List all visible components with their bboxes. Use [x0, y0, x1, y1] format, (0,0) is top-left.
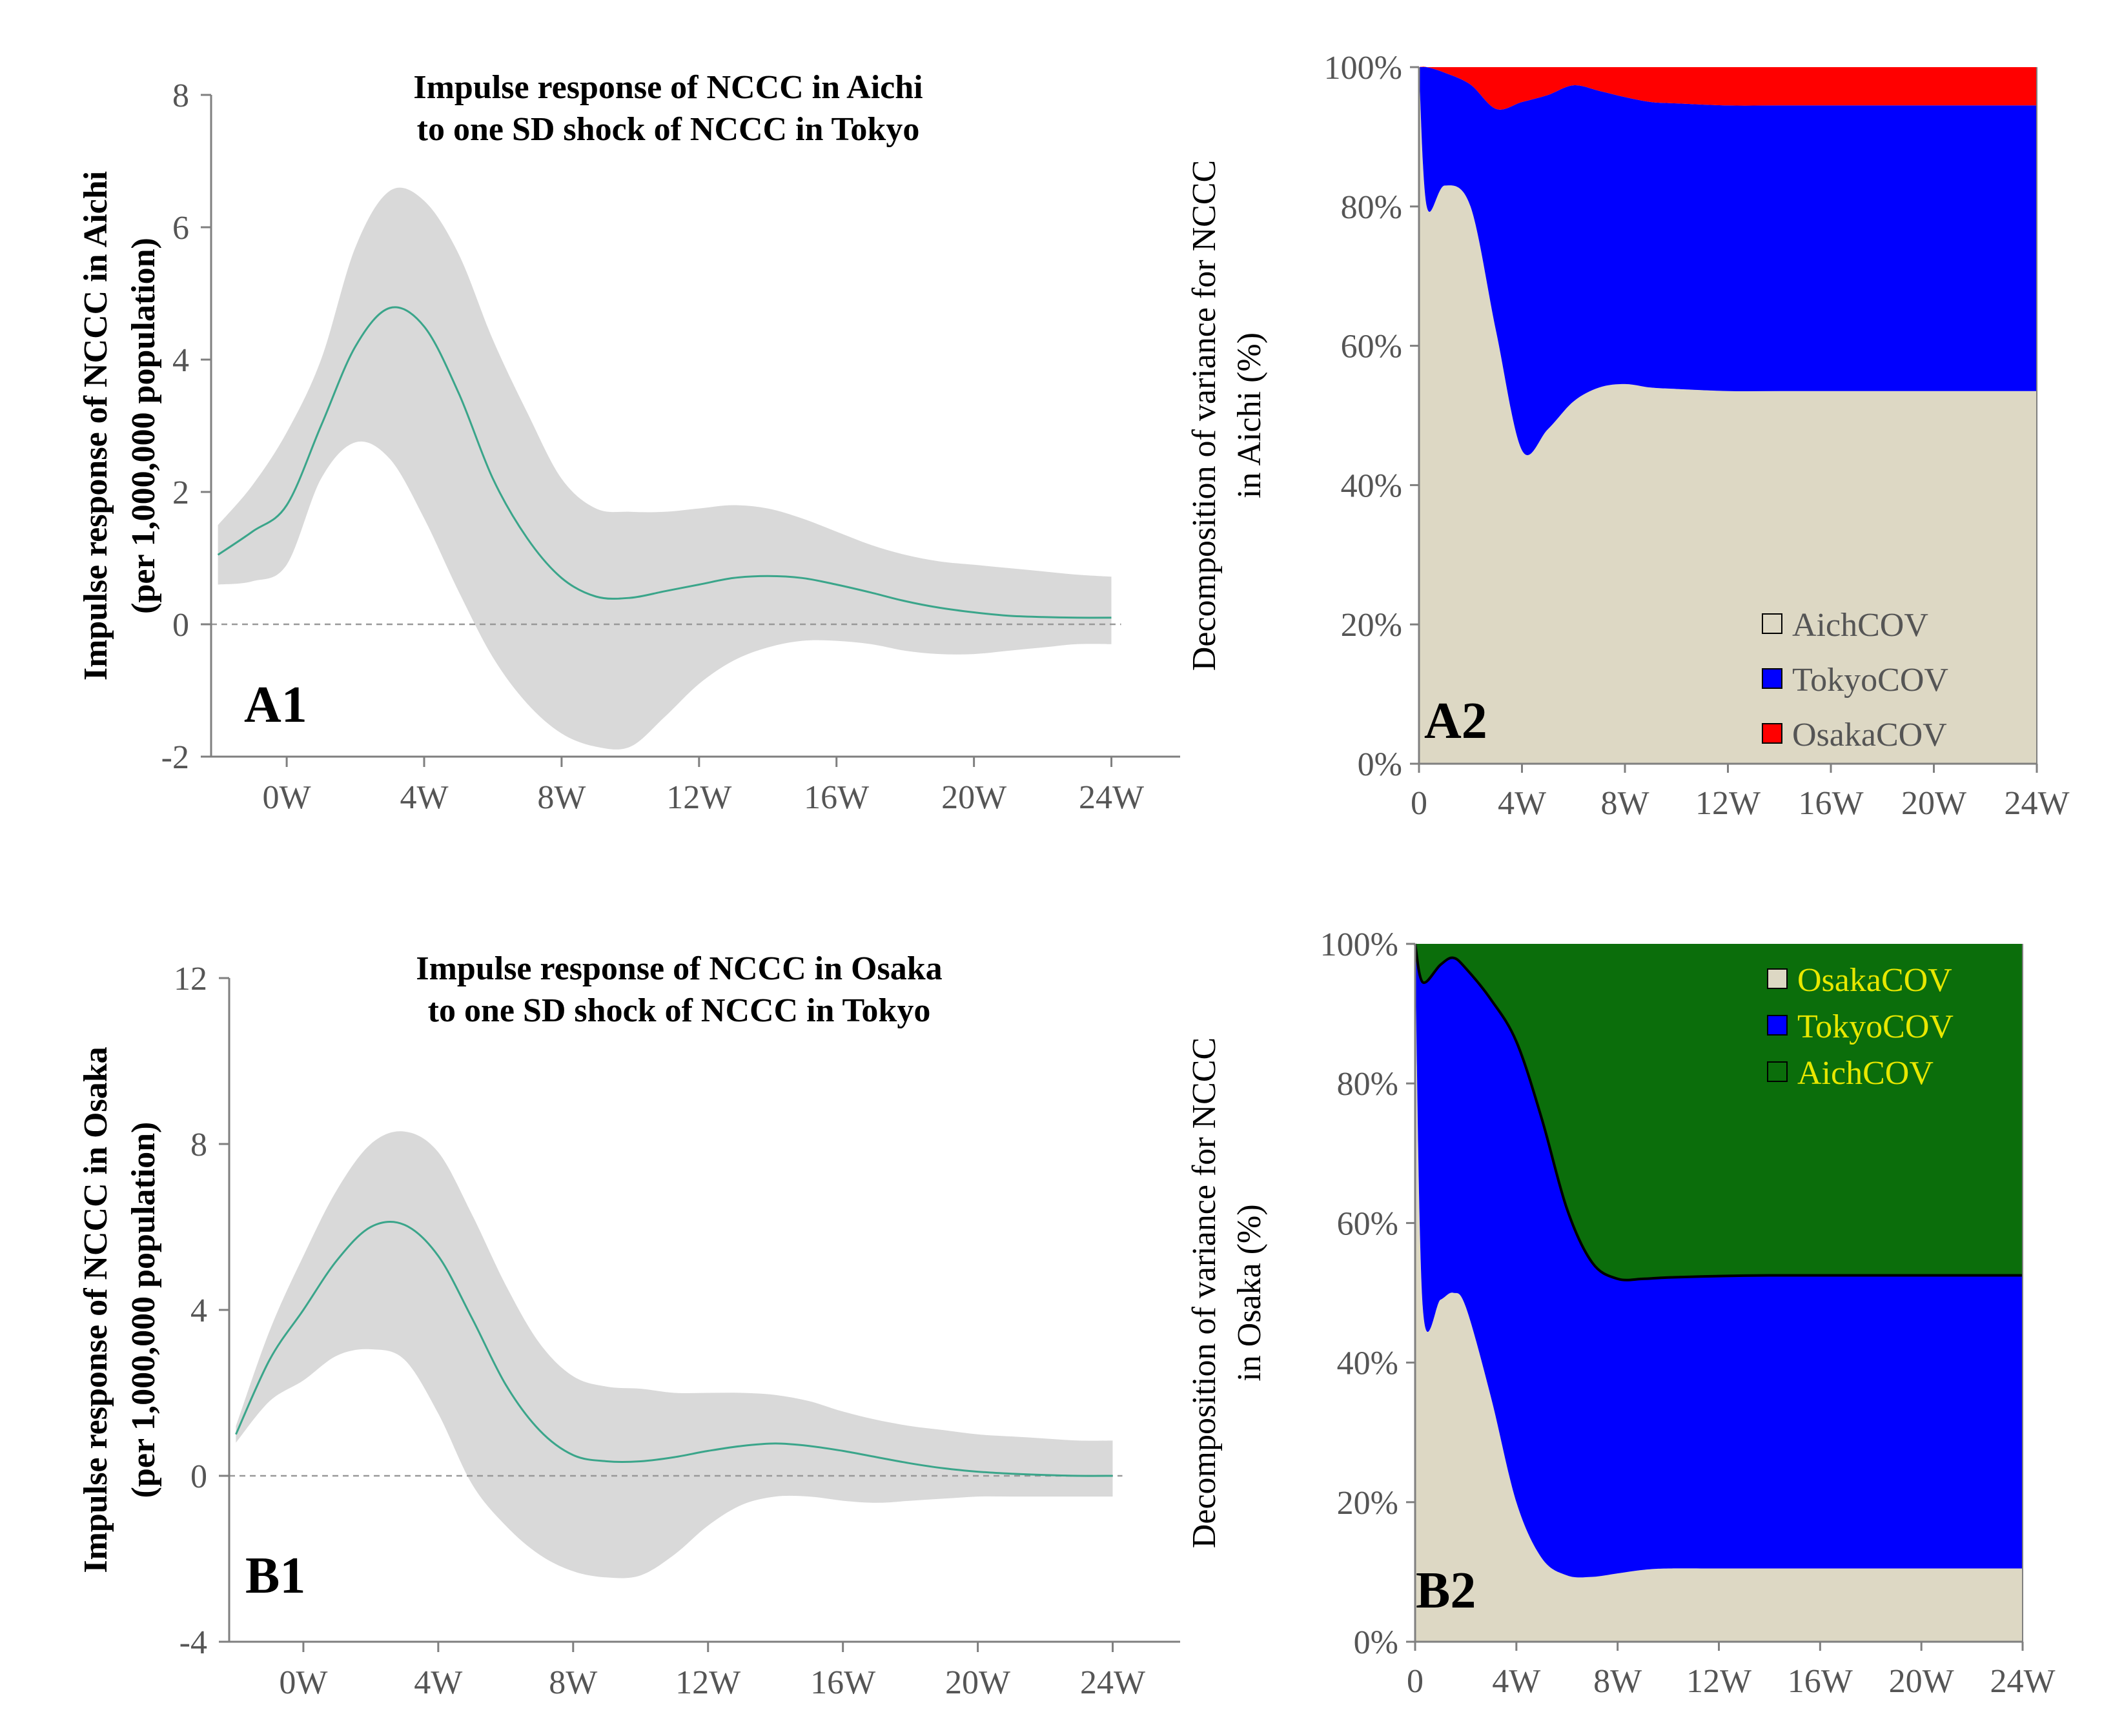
x-tick-label: 8W [537, 779, 586, 816]
x-tick-label: 4W [414, 1664, 462, 1701]
y-tick-label: -4 [179, 1624, 207, 1661]
legend-swatch [1762, 613, 1782, 634]
confidence-band [218, 187, 1112, 750]
x-tick-label: 0 [1407, 1663, 1424, 1700]
legend-label: OsakaCOV [1797, 962, 1952, 999]
x-tick-label: 16W [810, 1664, 875, 1701]
y-axis-label: (per 1,000,000 population) [125, 1122, 162, 1498]
y-tick-label: 100% [1320, 926, 1398, 963]
y-tick-label: 40% [1341, 467, 1402, 504]
x-tick-label: 0W [263, 779, 311, 816]
y-tick-label: 4 [172, 342, 189, 379]
x-tick-label: 8W [549, 1664, 597, 1701]
x-tick-label: 8W [1600, 785, 1649, 822]
area-OsakaCOV [1419, 66, 2037, 110]
y-tick-label: 8 [190, 1127, 207, 1163]
y-tick-label: 0% [1358, 746, 1402, 783]
x-tick-label: 24W [1079, 779, 1144, 816]
x-tick-label: 24W [1990, 1663, 2055, 1700]
chart-title: Impulse response of NCCC in Aichi [413, 69, 923, 106]
panel-label: A1 [244, 677, 307, 733]
response-line [235, 1221, 1113, 1477]
x-tick-label: 12W [675, 1664, 740, 1701]
area-AichCOV [1419, 67, 2037, 764]
chart-A1: -2 0 2 4 6 8 0W 4W 8W 12W 16W 20W 24W Impulse respons… [77, 69, 1180, 816]
x-tick-label: 12W [666, 779, 731, 816]
x-tick-label: 8W [1593, 1663, 1642, 1700]
legend-swatch [1767, 1061, 1788, 1082]
y-tick-label: 40% [1337, 1345, 1398, 1382]
y-tick-label: 0 [172, 607, 189, 644]
area-TokyoCOV [1419, 66, 2037, 456]
y-axis-label: in Aichi (%) [1231, 332, 1268, 498]
x-tick-label: 16W [1798, 785, 1863, 822]
x-tick-label: 12W [1695, 785, 1761, 822]
chart-A2: 0% 20% 40% 60% 80% 100% 0 4W 8W 12W 16W 20W 24W Decom… [1186, 50, 2070, 822]
legend-swatch [1762, 668, 1782, 689]
legend-swatch [1767, 968, 1788, 989]
response-line [217, 306, 1112, 619]
area-OsakaCOV [1415, 944, 2023, 1642]
y-tick-label: 20% [1341, 607, 1402, 644]
x-tick-label: 12W [1686, 1663, 1751, 1700]
legend-label: TokyoCOV [1792, 662, 1948, 699]
panel-label: B1 [245, 1547, 305, 1604]
x-tick-label: 4W [1498, 785, 1546, 822]
y-tick-label: 80% [1341, 189, 1402, 226]
y-tick-label: 6 [172, 210, 189, 247]
panel-label: A2 [1424, 693, 1487, 750]
y-axis-label: Impulse response of NCCC in Aichi [77, 171, 114, 680]
y-axis-label: Decomposition of variance for NCCC [1186, 1037, 1223, 1548]
y-axis-label: Decomposition of variance for NCCC [1186, 160, 1223, 671]
confidence-band [236, 1131, 1113, 1578]
area-AichCOV [1415, 944, 2023, 1280]
x-tick-label: 20W [945, 1664, 1010, 1701]
chart-B1: -4 0 4 8 12 0W 4W 8W 12W 16W 20W 24W Impulse respons… [77, 950, 1180, 1701]
y-tick-label: 8 [172, 77, 189, 114]
x-tick-label: 4W [400, 779, 448, 816]
y-tick-label: 60% [1341, 329, 1402, 365]
x-tick-label: 4W [1492, 1663, 1540, 1700]
y-tick-label: 0 [190, 1458, 207, 1495]
boundary-line [1414, 943, 2023, 1282]
y-tick-label: 60% [1337, 1205, 1398, 1242]
legend-label: AichCOV [1797, 1055, 1934, 1092]
panel-label: B2 [1416, 1562, 1476, 1619]
y-tick-label: -2 [161, 739, 189, 776]
chart-title: to one SD shock of NCCC in Tokyo [428, 992, 931, 1029]
y-tick-label: 100% [1324, 50, 1402, 87]
y-tick-label: 4 [190, 1292, 207, 1329]
x-tick-label: 0 [1411, 785, 1427, 822]
legend-label: TokyoCOV [1797, 1008, 1954, 1045]
x-tick-label: 16W [804, 779, 869, 816]
legend-swatch [1762, 723, 1782, 744]
x-tick-label: 0W [279, 1664, 327, 1701]
y-tick-label: 12 [174, 961, 207, 997]
x-tick-label: 24W [2004, 785, 2069, 822]
y-tick-label: 20% [1337, 1485, 1398, 1522]
y-axis-label: in Osaka (%) [1231, 1204, 1268, 1381]
y-tick-label: 80% [1337, 1066, 1398, 1103]
x-tick-label: 20W [1889, 1663, 1954, 1700]
x-tick-label: 20W [1901, 785, 1966, 822]
legend-label: OsakaCOV [1792, 717, 1947, 753]
legend-label: AichCOV [1792, 607, 1928, 644]
chart-title: to one SD shock of NCCC in Tokyo [417, 111, 920, 148]
x-tick-label: 20W [941, 779, 1006, 816]
area-TokyoCOV [1415, 944, 2023, 1578]
y-tick-label: 0% [1354, 1624, 1398, 1661]
y-axis-label: Impulse response of NCCC in Osaka [77, 1047, 114, 1573]
x-tick-label: 16W [1788, 1663, 1853, 1700]
y-axis-label: (per 1,000,000 population) [125, 238, 162, 614]
legend-swatch [1767, 1015, 1788, 1036]
y-tick-label: 2 [172, 475, 189, 511]
chart-title: Impulse response of NCCC in Osaka [416, 950, 942, 987]
x-tick-label: 24W [1080, 1664, 1145, 1701]
chart-B2: 0% 20% 40% 60% 80% 100% 0 4W 8W 12W 16W 20W 24W Decom… [1186, 926, 2056, 1700]
